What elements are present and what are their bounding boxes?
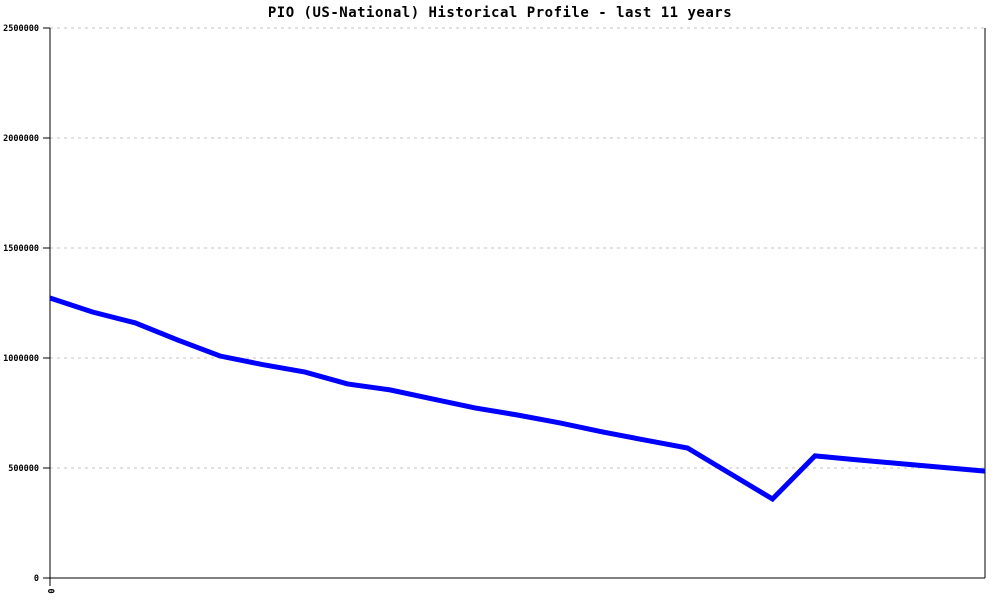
y-tick-label: 2500000 [3,24,39,34]
data-line-pio [49,295,986,503]
y-tick-label: 1500000 [3,244,39,254]
chart-title: PIO (US-National) Historical Profile - l… [267,5,733,21]
y-tick-label: 2000000 [3,134,39,144]
x-tick-label-partial: 0 [45,588,55,593]
y-tick-label: 1000000 [3,354,39,364]
y-tick-label: 500000 [8,464,39,474]
y-tick-label: 0 [34,574,39,584]
